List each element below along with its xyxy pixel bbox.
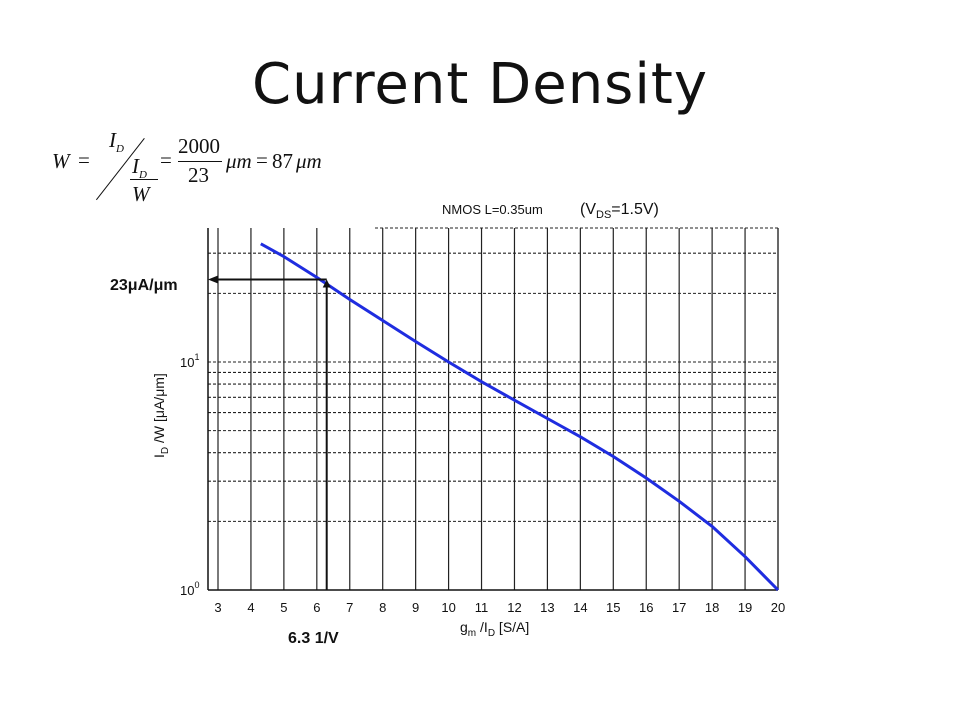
grid-lines [208,227,779,590]
gm-id-value-label: 6.3 1/V [288,630,339,647]
condition-sub: DS [596,209,611,221]
x-label-base: g [460,619,468,635]
y-tick-label: 101 [180,352,199,370]
y-label-sub: D [160,447,171,454]
formula-unit2: μm [296,149,322,173]
formula-inner-bar [130,179,158,180]
y-axis-label: ID /W [μA/μm] [151,373,171,458]
formula-num: ID [109,128,124,155]
y-tick-exponent: 1 [194,352,199,362]
y-label-rest: /W [μA/μm] [151,373,167,447]
y-label-base: I [151,454,167,458]
horizontal-marker-arrowhead [208,275,218,284]
annotation-layer [208,275,331,590]
formula-num-var: I [109,128,116,152]
width-formula: W = ID ID W = 2000 23 μm = 87 μm [40,128,360,218]
condition-tail: =1.5V) [611,201,659,218]
current-density-label: 23μA/μm [110,277,178,294]
x-label-unit: [S/A] [495,619,529,635]
x-tick-label: 3 [214,600,221,615]
x-tick-label: 12 [507,600,521,615]
x-label-mid: /I [476,619,488,635]
y-tick-label: 100 [180,580,199,598]
formula-frac-den: 23 [188,163,209,187]
formula-eq2: = [160,148,172,172]
x-tick-label: 4 [247,600,254,615]
x-tick-label: 16 [639,600,653,615]
x-label-sub1: m [468,628,476,639]
y-tick-base: 10 [180,355,194,370]
formula-den: ID [132,154,147,181]
x-tick-label: 10 [441,600,455,615]
x-label-sub2: D [488,628,495,639]
current-density-curve [260,242,780,592]
x-tick-label: 9 [412,600,419,615]
formula-eq1: = [78,148,90,172]
formula-frac-num: 2000 [178,134,220,158]
x-tick-label: 6 [313,600,320,615]
formula-eq3: = [256,148,268,172]
formula-lhs: W [52,149,70,173]
y-tick-base: 10 [180,583,194,598]
x-tick-label: 19 [738,600,752,615]
title-mask [375,193,705,221]
x-tick-label: 14 [573,600,587,615]
formula-frac-bar [178,161,222,162]
formula-den-w: W [132,182,150,206]
formula-result: 87 [272,149,293,173]
x-axis-label: gm /ID [S/A] [460,619,529,639]
condition-head: (V [580,201,596,218]
formula-unit1: μm [226,149,252,173]
x-tick-label: 18 [705,600,719,615]
chart-title: NMOS L=0.35um [442,202,543,217]
x-tick-label: 17 [672,600,686,615]
x-tick-label: 7 [346,600,353,615]
x-tick-label: 13 [540,600,554,615]
x-tick-label: 8 [379,600,386,615]
formula-den-var: I [132,154,139,178]
x-tick-label: 11 [475,600,489,615]
slide-title: Current Density [251,52,709,117]
y-tick-exponent: 0 [194,580,199,590]
x-tick-labels: 3 4 5 6 7 8 9 10 11 12 13 14 15 16 17 18 19 20 [214,600,785,615]
series-layer [260,242,780,592]
chart-condition: (VDS=1.5V) [580,201,659,221]
x-tick-label: 5 [280,600,287,615]
formula-den-sub: D [139,169,147,182]
formula-num-sub: D [116,143,124,156]
x-tick-label: 20 [771,600,785,615]
x-tick-label: 15 [606,600,620,615]
vertical-marker-arrowhead [322,279,331,288]
